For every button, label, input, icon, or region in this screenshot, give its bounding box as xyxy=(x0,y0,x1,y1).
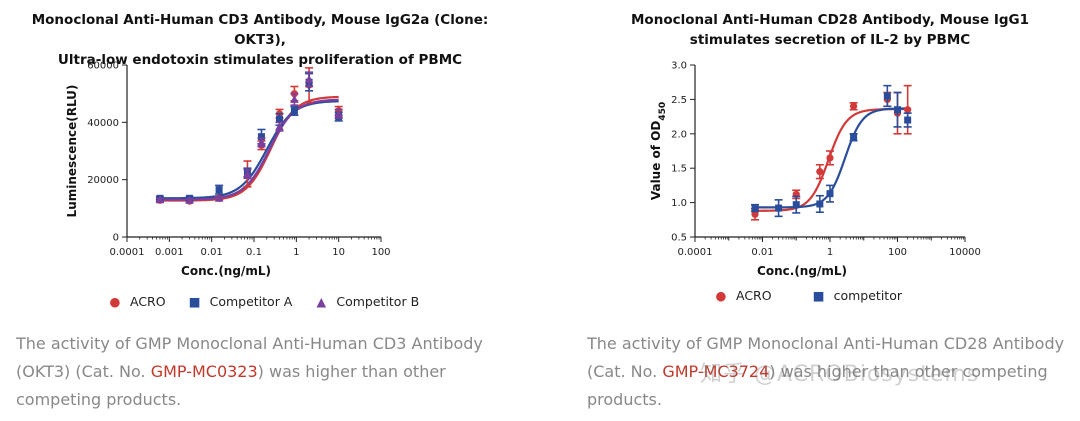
data-point xyxy=(792,201,800,209)
y-tick-label: 1.0 xyxy=(671,198,687,209)
data-point xyxy=(816,168,824,176)
x-tick-label: 0.0001 xyxy=(110,247,145,258)
square-marker-icon: ■ xyxy=(812,288,825,303)
data-point xyxy=(215,186,223,194)
chart2-title-line2: stimulates secretion of IL-2 by PBMC xyxy=(689,32,971,48)
y-tick-label: 2.5 xyxy=(671,95,687,106)
data-point xyxy=(155,195,165,204)
x-tick-label: 100 xyxy=(371,247,390,258)
data-point xyxy=(290,107,298,115)
legend-label: ACRO xyxy=(130,294,166,309)
x-tick-label: 10 xyxy=(332,247,345,258)
data-point xyxy=(243,169,252,178)
data-point xyxy=(816,200,824,208)
fit-curve-0 xyxy=(159,95,339,202)
chart2-title: Monoclonal Anti-Human CD28 Antibody, Mou… xyxy=(600,10,1060,50)
legend-item-competitor-b: ▲ Competitor B xyxy=(314,294,420,309)
cat-number-link[interactable]: GMP-MC0323 xyxy=(150,362,258,381)
x-axis-label: Conc.(ng/mL) xyxy=(181,264,271,278)
caption-text: The activity of GMP Monoclonal Anti-Huma… xyxy=(16,334,483,381)
chart2-plot: 0.0001 0.01 1 100 10000 0.5 1.0 1.5 2.0 2.5 3.0 Con… xyxy=(649,61,981,279)
data-point xyxy=(826,190,834,198)
legend-label: competitor xyxy=(833,288,902,303)
y-tick-label: 2.0 xyxy=(671,129,687,140)
x-tick-label: 0.01 xyxy=(201,247,223,258)
x-axis-label: Conc.(ng/mL) xyxy=(757,264,847,278)
data-point xyxy=(904,116,912,124)
data-point xyxy=(304,74,314,83)
data-point xyxy=(334,109,343,118)
y-tick-label: 3.0 xyxy=(671,61,687,72)
circle-marker-icon: ● xyxy=(715,288,727,303)
x-tick-label: 1 xyxy=(827,247,833,258)
chart2-legend: ● ACRO ■ competitor xyxy=(714,288,924,303)
chart1-caption: The activity of GMP Monoclonal Anti-Huma… xyxy=(16,330,516,414)
y-axis-label-subscript: 450 xyxy=(658,102,668,121)
data-point xyxy=(214,193,224,202)
chart2-title-line1: Monoclonal Anti-Human CD28 Antibody, Mou… xyxy=(631,12,1029,28)
data-point xyxy=(904,106,912,114)
data-point xyxy=(751,210,759,218)
data-point xyxy=(290,94,299,103)
y-tick-label: 0.5 xyxy=(671,233,687,244)
x-tick-label: 1 xyxy=(293,247,299,258)
y-axis-label: Value of OD450 xyxy=(649,102,668,200)
x-tick-label: 0.1 xyxy=(246,247,262,258)
y-tick-label: 60000 xyxy=(87,61,119,72)
x-tick-label: 0.0001 xyxy=(678,247,713,258)
y-tick-label: 1.5 xyxy=(671,164,687,175)
chart1-title: Monoclonal Anti-Human CD3 Antibody, Mous… xyxy=(20,10,500,70)
caption-text: ) was higher than other competing produc… xyxy=(16,362,446,409)
legend-item-competitor-a: ■ Competitor A xyxy=(188,294,293,309)
y-axis-label: Luminescence(RLU) xyxy=(65,85,79,218)
legend-item-competitor: ■ competitor xyxy=(812,288,902,303)
watermark: 知乎 @ACROBiosystems xyxy=(700,362,980,387)
y-tick-label: 20000 xyxy=(87,175,119,186)
legend-label: Competitor B xyxy=(336,294,420,309)
chart1-title-line1: Monoclonal Anti-Human CD3 Antibody, Mous… xyxy=(31,12,489,48)
chart1-title-line2: Ultra-low endotoxin stimulates prolifera… xyxy=(57,52,463,68)
data-point xyxy=(257,137,266,146)
legend-item-acro: ● ACRO xyxy=(714,288,772,303)
legend-item-acro: ● ACRO xyxy=(108,294,166,309)
data-point xyxy=(849,102,858,110)
circle-marker-icon: ● xyxy=(109,294,121,309)
caption-text: ) was higher than other competing produc… xyxy=(587,362,1048,409)
chart1-plot: 0.0001 0.001 0.01 0.1 1 10 100 0 20000 40000 60000… xyxy=(65,61,391,279)
x-tick-label: 0.01 xyxy=(751,247,773,258)
data-point xyxy=(275,122,284,131)
y-tick-label: 40000 xyxy=(87,118,119,129)
data-point xyxy=(257,133,265,141)
chart2-caption: The activity of GMP Monoclonal Anti-Huma… xyxy=(587,330,1077,414)
square-marker-icon: ■ xyxy=(188,294,201,309)
data-point xyxy=(894,106,901,114)
chart1-legend: ● ACRO ■ Competitor A ▲ Competitor B xyxy=(108,294,441,309)
x-tick-label: 100 xyxy=(888,247,907,258)
x-tick-label: 10000 xyxy=(949,247,981,258)
triangle-marker-icon: ▲ xyxy=(316,294,327,309)
y-tick-label: 0 xyxy=(113,233,119,244)
data-point xyxy=(826,154,834,162)
data-point xyxy=(850,133,858,141)
data-point xyxy=(185,195,194,204)
data-point xyxy=(751,204,759,212)
data-point xyxy=(275,115,283,123)
data-point xyxy=(883,92,891,100)
x-tick-label: 0.001 xyxy=(155,247,184,258)
legend-label: ACRO xyxy=(736,288,772,303)
caption-text: The activity of GMP Monoclonal Anti-Huma… xyxy=(587,334,1065,381)
data-point xyxy=(775,204,783,212)
legend-label: Competitor A xyxy=(209,294,293,309)
cat-number-link[interactable]: GMP-MC3724 xyxy=(662,362,770,381)
